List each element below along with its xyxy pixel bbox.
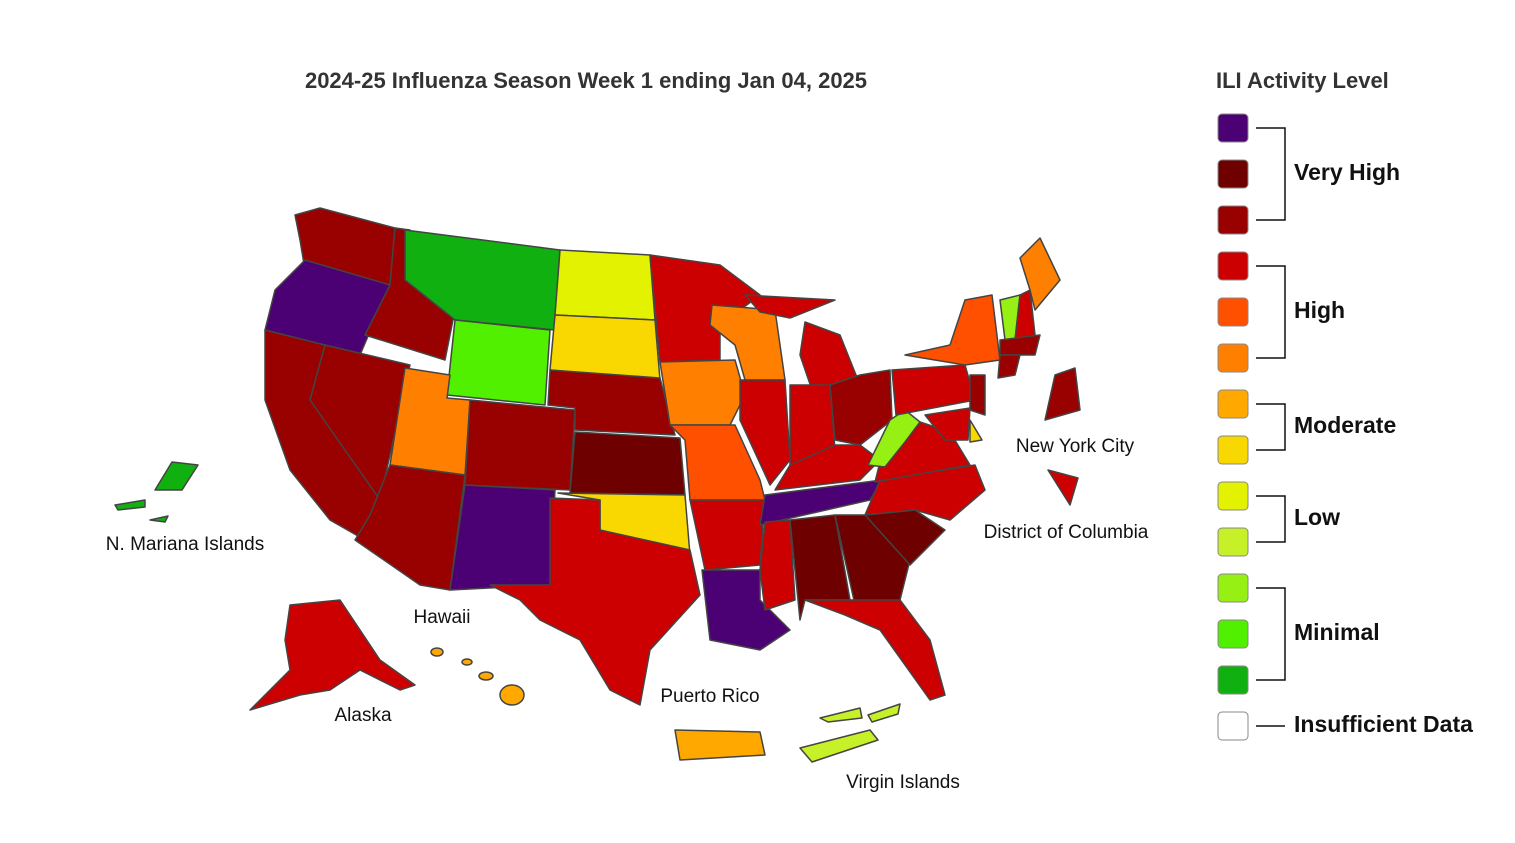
legend-label: Very High	[1294, 159, 1400, 185]
legend: Very High High Moderate Low Minimal Insuffici…	[1217, 113, 1473, 741]
state	[489, 497, 701, 706]
state	[999, 334, 1041, 356]
state	[997, 354, 1021, 379]
state	[867, 409, 921, 468]
legend-swatch	[1217, 527, 1249, 557]
legend-swatch	[1217, 619, 1249, 649]
legend-swatch	[1217, 251, 1249, 281]
state	[759, 479, 883, 526]
virgin-islands	[819, 707, 863, 723]
legend-swatch	[1217, 205, 1249, 235]
legend-swatch	[1217, 481, 1249, 511]
legend-swatch	[1217, 573, 1249, 603]
map-label: New York City	[1016, 436, 1135, 457]
state	[804, 599, 946, 701]
map-label: N. Mariana Islands	[106, 534, 264, 555]
map-label: Virgin Islands	[846, 772, 960, 793]
state	[659, 359, 746, 426]
legend-label: High	[1294, 297, 1345, 323]
state	[759, 519, 796, 611]
state	[549, 314, 661, 381]
state	[891, 364, 976, 416]
virgin-islands	[867, 703, 901, 723]
legend-bracket	[1256, 127, 1286, 221]
states	[114, 207, 1081, 763]
legend-swatch	[1217, 343, 1249, 373]
alaska	[249, 599, 416, 711]
state	[744, 294, 836, 319]
hawaii	[499, 684, 525, 706]
legend-label: Minimal	[1294, 619, 1380, 645]
state	[464, 399, 576, 491]
state	[904, 294, 1001, 366]
legend-swatch	[1217, 389, 1249, 419]
legend-label: Low	[1294, 504, 1340, 530]
state	[689, 499, 766, 571]
state	[569, 431, 686, 496]
hawaii	[430, 647, 444, 657]
map-label: Puerto Rico	[660, 686, 759, 707]
state	[969, 419, 983, 443]
legend-label: Moderate	[1294, 412, 1396, 438]
state	[1019, 237, 1061, 311]
map-label: Hawaii	[413, 607, 470, 628]
puerto-rico	[674, 729, 766, 761]
legend-bracket	[1256, 403, 1286, 451]
legend-label: Insufficient Data	[1294, 711, 1473, 737]
mariana-islands	[114, 499, 146, 511]
state	[449, 484, 556, 591]
hawaii	[461, 658, 473, 666]
legend-swatch	[1217, 665, 1249, 695]
state	[554, 249, 656, 321]
legend-bracket	[1256, 265, 1286, 359]
legend-bracket	[1256, 587, 1286, 681]
legend-title: ILI Activity Level	[1216, 68, 1389, 93]
district-of-columbia	[1047, 469, 1079, 506]
legend-swatch	[1217, 113, 1249, 143]
mariana-islands	[154, 461, 199, 491]
state	[446, 319, 551, 406]
map-label: Alaska	[334, 705, 391, 726]
legend-bracket	[1256, 495, 1286, 543]
legend-swatch	[1217, 435, 1249, 465]
state	[547, 369, 676, 436]
hawaii	[478, 671, 494, 681]
legend-swatch	[1217, 297, 1249, 327]
virgin-islands	[799, 729, 879, 763]
state	[969, 374, 986, 416]
state	[739, 379, 791, 486]
legend-swatch	[1217, 159, 1249, 189]
mariana-islands	[149, 515, 169, 523]
map-label: District of Columbia	[984, 522, 1149, 543]
state	[924, 407, 971, 441]
map-title: 2024-25 Influenza Season Week 1 ending J…	[305, 68, 867, 93]
legend-swatch	[1217, 711, 1249, 741]
new-york-city	[1044, 367, 1081, 421]
